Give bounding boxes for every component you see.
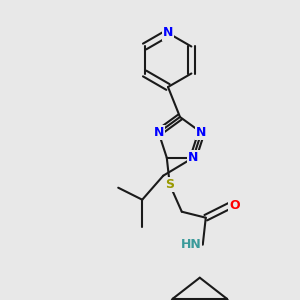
Text: O: O [229, 199, 240, 212]
Text: N: N [153, 126, 164, 139]
Text: N: N [163, 26, 173, 40]
Text: HN: HN [180, 238, 201, 251]
Text: N: N [188, 151, 198, 164]
Text: N: N [196, 126, 207, 139]
Text: S: S [165, 178, 174, 191]
